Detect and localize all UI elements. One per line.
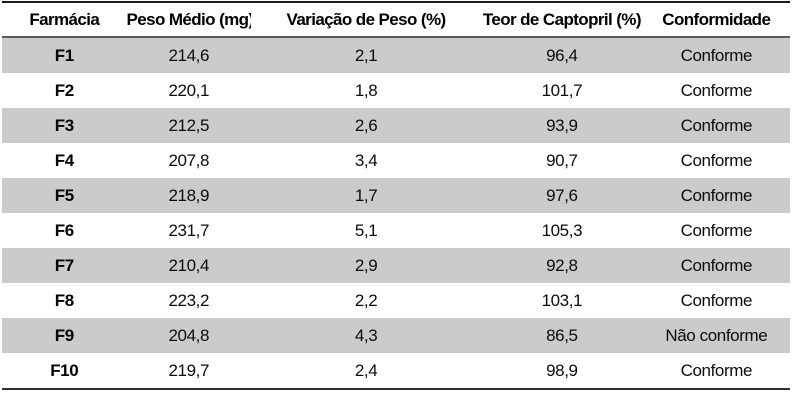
cell-conformity: Conforme [680, 290, 753, 310]
cell-weight-variation: 2,2 [354, 290, 378, 310]
table-row: F1 214,6 2,1 96,4 Conforme [2, 37, 790, 73]
cell-conformity: Conforme [680, 45, 753, 65]
cell-captopril-content: 92,8 [546, 255, 578, 275]
cell-avg-weight: 214,6 [168, 45, 210, 65]
table-header: Farmácia Peso Médio (mg) Variação de Pes… [2, 2, 790, 38]
cell-conformity: Conforme [680, 255, 753, 275]
cell-avg-weight: 231,7 [168, 220, 210, 240]
table-row: F4 207,8 3,4 90,7 Conforme [2, 143, 790, 178]
header-row: Farmácia Peso Médio (mg) Variação de Pes… [2, 2, 790, 38]
cell-captopril-content: 101,7 [541, 80, 583, 100]
cell-captopril-content: 90,7 [546, 150, 578, 170]
cell-pharmacy: F9 [54, 325, 74, 345]
cell-avg-weight: 210,4 [168, 255, 210, 275]
table-body: F1 214,6 2,1 96,4 Conforme F2 220,1 1,8 101,7 Con… [2, 37, 790, 389]
table-row: F3 212,5 2,6 93,9 Conforme [2, 108, 790, 143]
cell-avg-weight: 220,1 [168, 80, 210, 100]
cell-captopril-content: 105,3 [541, 220, 583, 240]
cell-avg-weight: 223,2 [168, 290, 210, 310]
cell-conformity: Conforme [680, 220, 753, 240]
cell-conformity: Conforme [680, 115, 753, 135]
cell-pharmacy: F3 [54, 115, 74, 135]
cell-captopril-content: 98,9 [546, 360, 578, 380]
table-row: F10 219,7 2,4 98,9 Conforme [2, 353, 790, 389]
cell-captopril-content: 97,6 [546, 185, 578, 205]
cell-weight-variation: 2,6 [354, 115, 378, 135]
cell-weight-variation: 4,3 [354, 325, 378, 345]
cell-weight-variation: 2,4 [354, 360, 378, 380]
cell-captopril-content: 93,9 [546, 115, 578, 135]
cell-weight-variation: 2,1 [354, 45, 378, 65]
table-row: F7 210,4 2,9 92,8 Conforme [2, 248, 790, 283]
cell-avg-weight: 219,7 [168, 360, 210, 380]
cell-captopril-content: 103,1 [541, 290, 583, 310]
cell-pharmacy: F1 [54, 45, 74, 65]
column-header-avg-weight: Peso Médio (mg) [126, 2, 251, 38]
pharmacy-qc-table-container: Farmácia Peso Médio (mg) Variação de Pes… [2, 1, 790, 390]
cell-conformity: Conforme [680, 80, 753, 100]
table-row: F8 223,2 2,2 103,1 Conforme [2, 283, 790, 318]
cell-captopril-content: 96,4 [546, 45, 578, 65]
table-row: F6 231,7 5,1 105,3 Conforme [2, 213, 790, 248]
cell-conformity: Conforme [680, 185, 753, 205]
cell-conformity: Conforme [680, 150, 753, 170]
cell-pharmacy: F5 [54, 185, 74, 205]
pharmacy-qc-table: Farmácia Peso Médio (mg) Variação de Pes… [2, 1, 790, 390]
cell-pharmacy: F10 [50, 360, 79, 380]
column-header-pharmacy: Farmácia [2, 2, 127, 38]
cell-conformity: Não conforme [665, 325, 768, 345]
column-header-conformity: Conformidade [642, 2, 790, 38]
cell-weight-variation: 3,4 [354, 150, 378, 170]
cell-weight-variation: 2,9 [354, 255, 378, 275]
table-row: F2 220,1 1,8 101,7 Conforme [2, 73, 790, 108]
cell-pharmacy: F6 [54, 220, 74, 240]
cell-weight-variation: 1,8 [354, 80, 378, 100]
cell-avg-weight: 204,8 [168, 325, 210, 345]
cell-pharmacy: F7 [54, 255, 74, 275]
cell-conformity: Conforme [680, 360, 753, 380]
cell-avg-weight: 212,5 [168, 115, 210, 135]
cell-weight-variation: 5,1 [354, 220, 378, 240]
column-header-captopril-content: Teor de Captopril (%) [481, 2, 643, 38]
cell-pharmacy: F4 [54, 150, 74, 170]
cell-weight-variation: 1,7 [354, 185, 378, 205]
column-header-weight-variation: Variação de Peso (%) [251, 2, 482, 38]
cell-pharmacy: F8 [54, 290, 74, 310]
cell-avg-weight: 218,9 [168, 185, 210, 205]
cell-captopril-content: 86,5 [546, 325, 578, 345]
cell-avg-weight: 207,8 [168, 150, 210, 170]
cell-pharmacy: F2 [54, 80, 74, 100]
table-row: F9 204,8 4,3 86,5 Não conforme [2, 318, 790, 353]
table-row: F5 218,9 1,7 97,6 Conforme [2, 178, 790, 213]
